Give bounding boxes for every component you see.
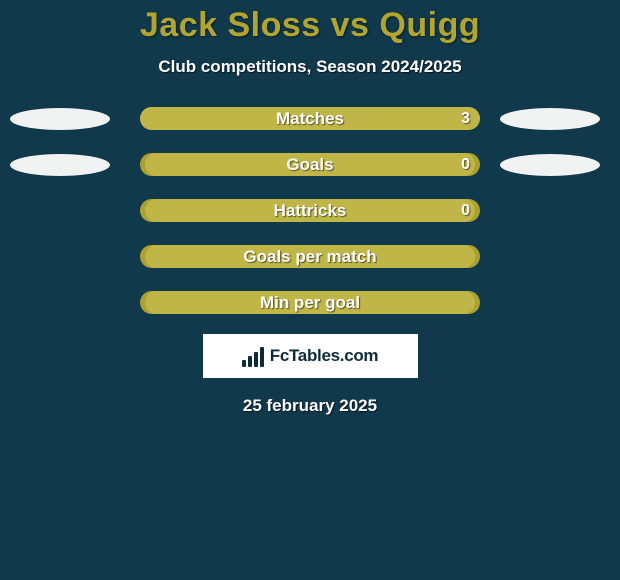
left-marker-ellipse — [10, 154, 110, 176]
stat-bar-fill — [145, 245, 475, 268]
bar-chart-icon-bar — [254, 352, 258, 367]
subtitle: Club competitions, Season 2024/2025 — [0, 57, 620, 77]
stat-bar-fill — [145, 291, 475, 314]
stat-row: Min per goal — [0, 291, 620, 314]
stat-rows: Matches3 Goals0 Hattricks0 Goals per match M… — [0, 107, 620, 314]
page-title: Jack Sloss vs Quigg — [0, 6, 620, 45]
stat-row: Hattricks0 — [0, 199, 620, 222]
stat-row: Goals per match — [0, 245, 620, 268]
stat-value: 0 — [461, 199, 470, 222]
right-marker-ellipse — [500, 154, 600, 176]
bar-chart-icon-bar — [260, 347, 264, 367]
right-marker-ellipse — [500, 108, 600, 130]
stat-bar-fill — [145, 199, 475, 222]
stat-bar: Matches3 — [140, 107, 480, 130]
stat-row: Matches3 — [0, 107, 620, 130]
source-logo: FcTables.com — [203, 334, 418, 378]
player-left-name: Jack Sloss — [140, 6, 321, 44]
stat-bar: Goals per match — [140, 245, 480, 268]
stat-bar: Hattricks0 — [140, 199, 480, 222]
snapshot-date: 25 february 2025 — [0, 396, 620, 416]
stat-bar: Min per goal — [140, 291, 480, 314]
stat-bar-fill — [145, 153, 475, 176]
bar-chart-icon-bar — [242, 360, 246, 367]
stat-value: 3 — [461, 107, 470, 130]
comparison-card: Jack Sloss vs Quigg Club competitions, S… — [0, 0, 620, 580]
left-marker-ellipse — [10, 108, 110, 130]
stat-bar-fill — [140, 107, 480, 130]
stat-value: 0 — [461, 153, 470, 176]
vs-separator: vs — [321, 6, 380, 44]
stat-row: Goals0 — [0, 153, 620, 176]
player-right-name: Quigg — [379, 6, 480, 44]
stat-bar: Goals0 — [140, 153, 480, 176]
bar-chart-icon-bar — [248, 356, 252, 367]
source-logo-text: FcTables.com — [270, 346, 379, 366]
bar-chart-icon — [242, 345, 264, 367]
